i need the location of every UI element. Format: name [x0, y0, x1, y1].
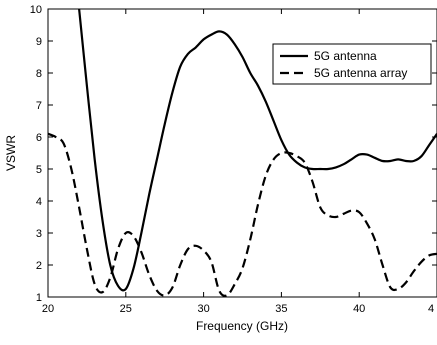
y-tick-label: 2 [36, 260, 42, 272]
x-tick-label: 25 [120, 303, 132, 315]
legend-box [272, 43, 432, 85]
legend-label-antenna: 5G antenna [314, 49, 377, 63]
y-tick-label: 4 [36, 196, 42, 208]
x-tick-label: 30 [197, 303, 209, 315]
y-tick-label: 9 [36, 36, 42, 48]
y-tick-label: 6 [36, 132, 42, 144]
legend: 5G antenna 5G antenna array [272, 43, 432, 85]
y-tick-label: 3 [36, 228, 42, 240]
x-tick-label: 35 [275, 303, 287, 315]
legend-label-array: 5G antenna array [314, 66, 407, 80]
series-line-5g-antenna [78, 9, 437, 292]
y-tick-label: 1 [36, 292, 42, 304]
y-tick-label: 10 [30, 4, 42, 16]
series-line-5g-antenna-array [48, 132, 437, 297]
plot-frame [47, 8, 437, 298]
x-tick-label: 40 [353, 303, 365, 315]
y-tick-label: 8 [36, 68, 42, 80]
x-axis-title: Frequency (GHz) [196, 319, 288, 333]
x-tick-label: 4 [428, 303, 434, 315]
y-tick-label: 7 [36, 100, 42, 112]
y-axis-title: VSWR [4, 135, 18, 171]
x-tick-label: 20 [42, 303, 54, 315]
y-tick-label: 5 [36, 164, 42, 176]
